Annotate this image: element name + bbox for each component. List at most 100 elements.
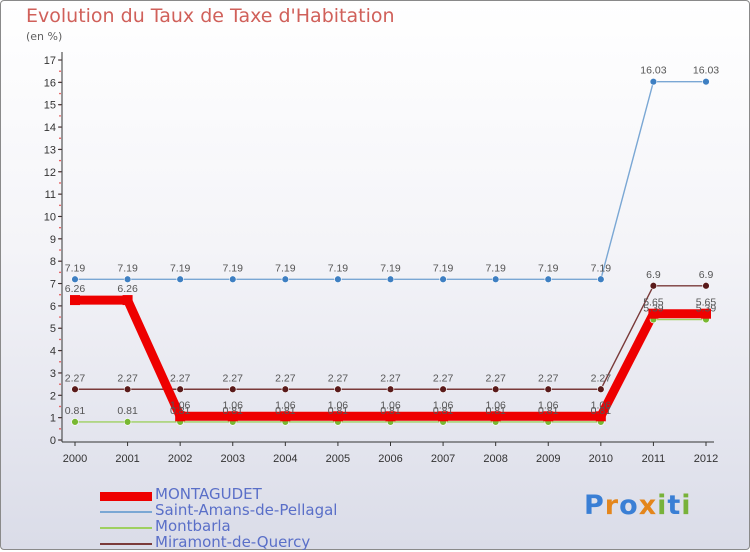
y-minor-tick (59, 204, 61, 207)
data-label-montagudet: 1.06 (538, 399, 559, 411)
logo-letter: i (657, 490, 668, 521)
data-label-miramont-de-quercy: 2.27 (538, 372, 559, 384)
x-tick-label: 2003 (221, 453, 245, 465)
data-label-miramont-de-quercy: 2.27 (591, 372, 612, 384)
data-label-montagudet: 1.06 (275, 399, 296, 411)
x-tick-label: 2009 (536, 453, 560, 465)
y-minor-tick (59, 271, 61, 274)
data-label-montbarla: 0.81 (223, 405, 244, 417)
legend-swatch (100, 491, 152, 501)
point-saint-amans-de-pellagal (649, 77, 658, 86)
point-miramont-de-quercy (649, 282, 658, 290)
chart-title: Evolution du Taux de Taxe d'Habitation (26, 5, 395, 27)
data-label-montbarla: 0.81 (538, 405, 559, 417)
point-montagudet (280, 411, 291, 422)
data-label-saint-amans-de-pellagal: 7.19 (328, 262, 349, 274)
data-label-miramont-de-quercy: 2.27 (380, 372, 401, 384)
y-minor-tick (59, 115, 61, 117)
x-tick-label: 2006 (378, 453, 402, 465)
data-label-miramont-de-quercy: 2.27 (328, 372, 349, 384)
data-label-montagudet: 6.26 (117, 283, 138, 295)
data-label-montagudet: 5.65 (696, 297, 717, 309)
y-tick-label: 10 (44, 211, 56, 223)
legend-swatch (100, 543, 152, 545)
data-label-montagudet: 5.65 (643, 297, 664, 309)
data-label-montbarla: 0.81 (117, 405, 138, 417)
point-miramont-de-quercy (229, 385, 237, 393)
y-minor-tick (59, 293, 61, 296)
series-line-saint-amans-de-pellagal (75, 80, 706, 280)
y-tick-label: 16 (44, 77, 56, 89)
point-saint-amans-de-pellagal (176, 275, 184, 283)
data-label-montagudet: 1.06 (170, 399, 191, 411)
data-label-miramont-de-quercy: 2.27 (223, 372, 244, 384)
data-label-montagudet: 1.06 (485, 399, 506, 411)
point-montagudet (122, 295, 133, 306)
point-saint-amans-de-pellagal (123, 275, 132, 283)
x-tick-label: 2011 (642, 453, 666, 465)
point-montagudet (175, 411, 186, 422)
y-minor-tick (59, 316, 61, 318)
y-tick-label: 11 (45, 189, 56, 201)
legend-label: Saint-Amans-de-Pellagal (155, 501, 338, 519)
data-label-montbarla: 5.39 (643, 303, 664, 315)
legend-label: Montbarla (155, 517, 231, 535)
y-tick-label: 8 (50, 256, 56, 268)
y-minor-tick (59, 137, 61, 140)
point-miramont-de-quercy (123, 385, 132, 393)
data-label-saint-amans-de-pellagal: 16.03 (693, 65, 719, 77)
x-tick-label: 2010 (589, 453, 613, 465)
y-tick-label: 0 (50, 435, 56, 447)
y-tick-label: 14 (44, 122, 56, 134)
data-label-saint-amans-de-pellagal: 7.19 (538, 262, 559, 274)
point-montbarla (71, 418, 79, 426)
logo-letter: i (681, 490, 692, 521)
x-tick-label: 2012 (694, 453, 718, 465)
y-tick-label: 13 (44, 144, 56, 156)
y-minor-tick (59, 338, 61, 341)
x-tick-label: 2004 (273, 453, 297, 465)
y-tick-label: 6 (50, 301, 56, 313)
point-montagudet (438, 411, 449, 422)
y-tick-label: 2 (50, 390, 56, 402)
point-saint-amans-de-pellagal (281, 275, 290, 283)
point-miramont-de-quercy (71, 385, 79, 393)
y-tick-label: 7 (50, 279, 56, 291)
x-tick-label: 2007 (431, 453, 455, 465)
unit-label: (en %) (26, 30, 63, 43)
point-saint-amans-de-pellagal (439, 275, 447, 283)
data-label-miramont-de-quercy: 2.27 (275, 372, 296, 384)
point-miramont-de-quercy (386, 385, 395, 393)
legend-swatch (100, 527, 152, 529)
data-label-miramont-de-quercy: 2.27 (433, 372, 454, 384)
data-label-saint-amans-de-pellagal: 16.03 (640, 65, 666, 77)
data-label-miramont-de-quercy: 2.27 (117, 372, 138, 384)
point-miramont-de-quercy (702, 282, 710, 290)
logo-letter: P (584, 490, 605, 521)
data-label-montbarla: 0.81 (433, 405, 454, 417)
data-label-saint-amans-de-pellagal: 7.19 (65, 262, 86, 274)
y-minor-tick (59, 405, 61, 408)
data-label-miramont-de-quercy: 6.9 (646, 269, 661, 281)
point-miramont-de-quercy (597, 385, 605, 393)
logo-letter: r (604, 490, 620, 521)
x-tick-label: 2008 (483, 453, 507, 465)
data-label-montbarla: 0.81 (485, 405, 506, 417)
point-montagudet (648, 308, 659, 319)
data-label-saint-amans-de-pellagal: 7.19 (380, 262, 401, 274)
y-minor-tick (59, 428, 61, 430)
point-saint-amans-de-pellagal (702, 77, 710, 86)
data-label-montbarla: 0.81 (591, 405, 612, 417)
proxiti-logo: Proxiti (584, 490, 692, 521)
data-label-miramont-de-quercy: 2.27 (485, 372, 506, 384)
x-tick-label: 2000 (63, 453, 87, 465)
point-miramont-de-quercy (281, 385, 290, 393)
y-minor-tick (59, 92, 61, 95)
y-tick-label: 5 (50, 323, 56, 335)
data-label-miramont-de-quercy: 2.27 (65, 372, 86, 384)
data-label-montbarla: 0.81 (380, 405, 401, 417)
point-miramont-de-quercy (491, 385, 500, 393)
data-label-montbarla: 0.81 (328, 405, 349, 417)
point-montagudet (332, 411, 343, 422)
